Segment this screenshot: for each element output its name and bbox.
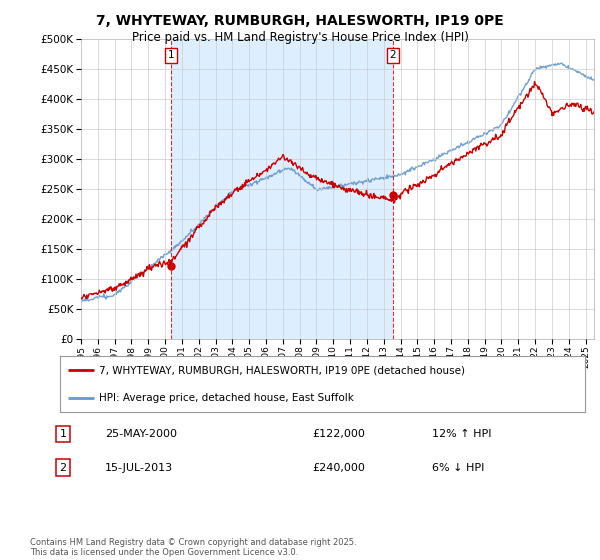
Text: 2: 2	[389, 50, 396, 60]
Text: 2: 2	[59, 463, 67, 473]
Text: 7, WHYTEWAY, RUMBURGH, HALESWORTH, IP19 0PE: 7, WHYTEWAY, RUMBURGH, HALESWORTH, IP19 …	[96, 14, 504, 28]
Text: HPI: Average price, detached house, East Suffolk: HPI: Average price, detached house, East…	[100, 393, 354, 403]
Text: 25-MAY-2000: 25-MAY-2000	[105, 429, 177, 439]
Text: 12% ↑ HPI: 12% ↑ HPI	[432, 429, 491, 439]
Text: 1: 1	[59, 429, 67, 439]
Text: Contains HM Land Registry data © Crown copyright and database right 2025.
This d: Contains HM Land Registry data © Crown c…	[30, 538, 356, 557]
Text: 6% ↓ HPI: 6% ↓ HPI	[432, 463, 484, 473]
Text: £122,000: £122,000	[312, 429, 365, 439]
Bar	[172, 39, 393, 339]
Text: £240,000: £240,000	[312, 463, 365, 473]
Text: 1: 1	[168, 50, 175, 60]
Text: Price paid vs. HM Land Registry's House Price Index (HPI): Price paid vs. HM Land Registry's House …	[131, 31, 469, 44]
Text: 7, WHYTEWAY, RUMBURGH, HALESWORTH, IP19 0PE (detached house): 7, WHYTEWAY, RUMBURGH, HALESWORTH, IP19 …	[100, 365, 466, 375]
Text: 15-JUL-2013: 15-JUL-2013	[105, 463, 173, 473]
